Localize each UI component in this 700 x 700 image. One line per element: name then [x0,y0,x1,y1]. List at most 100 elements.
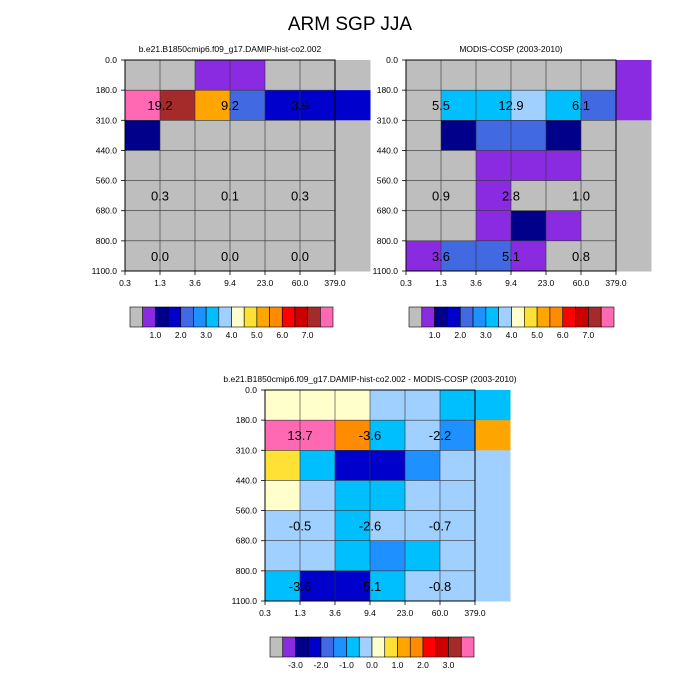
data-label: 9.2 [221,98,239,113]
heatmap-cell [265,540,301,572]
x-tick-label: 0.3 [259,608,271,618]
colorbar-label: 2.0 [175,330,187,340]
heatmap-cell [476,60,512,91]
heatmap-cell [441,240,477,272]
heatmap-cell [265,510,301,542]
heatmap-cell [475,570,511,602]
colorbar-label: 4.0 [226,330,238,340]
x-tick-label: 60.0 [432,608,449,618]
heatmap-cell [405,510,441,542]
heatmap-cell [195,180,231,212]
y-tick-label: 310.0 [236,445,258,455]
heatmap-cell [405,540,441,572]
heatmap-cell [406,150,442,182]
data-label: 0.9 [432,189,450,204]
heatmap-cell [546,210,582,242]
x-tick-label: 379.0 [324,278,346,288]
heatmap-cell [511,240,547,272]
colorbar-box [218,306,232,328]
colorbar-box [155,306,169,328]
data-label: -2.2 [429,428,451,443]
heatmap-cell [440,420,476,451]
heatmap-cell [476,210,512,242]
heatmap-cell [265,180,301,212]
colorbar-box [562,306,576,328]
heatmap-cell [125,240,161,272]
heatmap-cell [265,90,301,121]
heatmap-cell [581,210,617,242]
heatmap-cell [405,450,441,481]
colorbar-box [333,636,347,658]
heatmap-cell [440,450,476,481]
heatmap-cell [370,570,406,602]
heatmap-cell [440,480,476,512]
colorbar-box [435,636,449,658]
colorbar-box [294,306,308,328]
x-tick-label: 23.0 [257,278,274,288]
panel-title: MODIS-COSP (2003-2010) [459,44,562,54]
heatmap-cell [300,540,336,572]
colorbar-box [536,306,551,328]
colorbar-box [524,306,538,328]
heatmap-cell [581,240,617,272]
x-tick-label: 3.6 [470,278,482,288]
heatmap-cell [511,180,547,212]
data-label: 12.9 [498,98,523,113]
heatmap-cell [335,90,371,121]
heatmap-cell [230,60,266,91]
y-tick-label: 1100.0 [373,266,399,276]
heatmap-cell [265,390,301,421]
heatmap-cell [370,420,406,451]
heatmap-cell [476,240,512,272]
colorbar-box [269,306,283,328]
colorbar-box [447,306,461,328]
heatmap-cell [370,510,406,542]
heatmap-cell [195,90,231,121]
data-label: 0.3 [151,189,169,204]
x-tick-label: 9.4 [224,278,236,288]
panel-title: b.e21.B1850cmip6.f09_g17.DAMIP-hist-co2.… [139,44,322,54]
heatmap-cell [125,60,161,91]
heatmap-cell [125,150,161,182]
heatmap-cell [195,240,231,272]
heatmap-cell [265,480,301,512]
colorbar-label: 5.0 [531,330,543,340]
heatmap-cell [616,180,652,212]
data-label: 5.5 [432,98,450,113]
x-tick-label: 0.3 [119,278,131,288]
heatmap-cell [160,210,196,242]
heatmap-cell [125,210,161,242]
data-label: 3.6 [432,249,450,264]
heatmap-cell [335,240,371,272]
heatmap-cell [300,570,336,602]
heatmap-cell [300,240,336,272]
colorbar-box [408,306,423,328]
heatmap-cell [546,240,582,272]
colorbar-box [575,306,589,328]
colorbar-label: 6.0 [276,330,288,340]
heatmap-cell [160,120,196,151]
data-label: 13.7 [287,428,312,443]
y-tick-label: 180.0 [96,85,118,95]
colorbar-box [281,306,296,328]
heatmap-cell [335,390,371,421]
heatmap-cell [300,120,336,151]
y-tick-label: 560.0 [236,506,258,516]
colorbar-box [588,306,602,328]
heatmap-cell [475,390,511,421]
heatmap-cell [300,480,336,512]
heatmap-cell [616,210,652,242]
heatmap-cell [441,180,477,212]
colorbar-label: 2.0 [417,660,429,670]
colorbar-box [129,306,143,328]
colorbar-box [320,636,335,658]
heatmap-cell [160,150,196,182]
heatmap-cell [335,570,371,602]
heatmap-cell [511,90,547,121]
heatmap-cell [300,420,336,451]
colorbar-box [193,306,207,328]
y-tick-label: 180.0 [377,85,399,95]
heatmap-cell [616,60,652,91]
colorbar-box [243,306,258,328]
